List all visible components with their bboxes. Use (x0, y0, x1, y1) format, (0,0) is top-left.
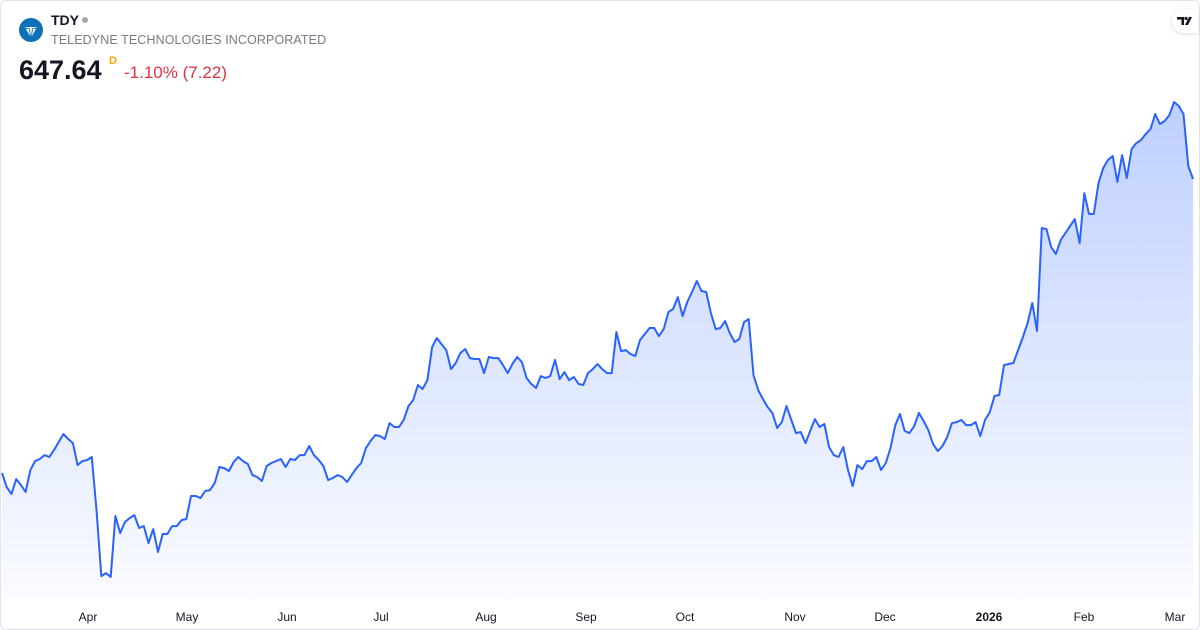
market-status-dot (82, 17, 88, 23)
company-logo-icon (19, 18, 43, 42)
x-tick-label: Jul (373, 610, 389, 624)
x-tick-label: 2026 (975, 610, 1003, 624)
x-tick-label: Apr (78, 610, 98, 624)
x-tick-label: Nov (784, 610, 806, 624)
price-area-fill (2, 102, 1193, 600)
interval-label: D (109, 55, 117, 67)
tradingview-logo-icon[interactable] (1172, 9, 1198, 33)
x-tick-label: Oct (675, 610, 695, 624)
price-change: -1.10% (7.22) (124, 63, 227, 82)
x-tick-label: Mar (1164, 610, 1186, 624)
last-price: 647.64 (19, 55, 102, 85)
x-tick-label: Aug (475, 610, 497, 624)
x-tick-label: May (175, 610, 199, 624)
company-name: TELEDYNE TECHNOLOGIES INCORPORATED (51, 33, 327, 47)
price-line (1, 101, 1194, 578)
x-tick-label: Dec (874, 610, 896, 624)
ticker-symbol[interactable]: TDY (51, 12, 79, 28)
x-tick-label: Sep (575, 610, 597, 624)
x-tick-label: Feb (1073, 610, 1095, 624)
x-tick-label: Jun (277, 610, 297, 624)
